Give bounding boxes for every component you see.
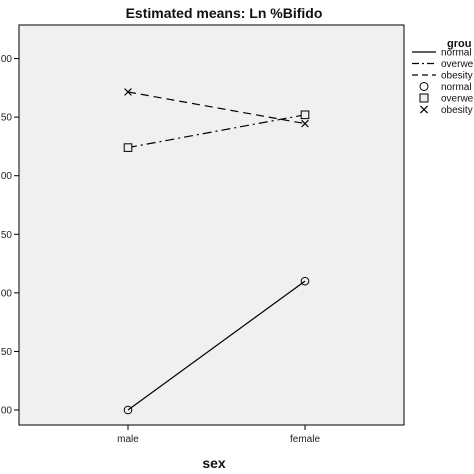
legend-label-1: overwe [441, 59, 474, 70]
chart-title: Estimated means: Ln %Bifido [126, 5, 323, 21]
point-obesity-female [301, 119, 309, 128]
y-tick-label-0: 00 [1, 406, 13, 417]
x-tick-label-male: male [117, 434, 139, 445]
series-line-obesity [127, 91, 306, 125]
y-tick-label-5: 50 [1, 113, 13, 124]
point-obesity-male [124, 88, 132, 96]
legend-label-0: normal [441, 48, 472, 59]
legend-title: grou [447, 38, 471, 50]
y-tick-label-2: 00 [1, 288, 13, 299]
legend-symbol-5 [419, 105, 429, 114]
x-axis-label: sex [202, 455, 226, 471]
point-overwe-female [300, 110, 310, 120]
legend-label-4: overwe [441, 94, 474, 105]
x-tick-label-female: female [290, 434, 320, 445]
series-line-overwe [127, 114, 306, 149]
y-tick-label-6: 00 [1, 54, 13, 65]
y-axis: 00 50 00 50 00 50 00 [1, 54, 19, 417]
point-normal-female [300, 276, 310, 286]
y-tick-label-1: 50 [1, 347, 13, 358]
point-normal-male [123, 405, 133, 415]
point-overwe-male [123, 143, 133, 152]
plot-area [18, 24, 405, 426]
legend-symbol-4 [419, 93, 429, 103]
y-tick-label-4: 00 [1, 171, 13, 182]
legend-label-5: obesity [441, 105, 473, 116]
legend-symbol-3 [419, 82, 429, 91]
series-line-normal [127, 280, 306, 411]
legend-label-2: obesity [441, 71, 473, 82]
legend: grou normaloverweobesitynormaloverweobes… [412, 38, 474, 116]
x-axis: male female [117, 425, 320, 445]
legend-label-3: normal [441, 82, 472, 93]
y-tick-label-3: 50 [1, 230, 13, 241]
series-group [123, 88, 310, 415]
